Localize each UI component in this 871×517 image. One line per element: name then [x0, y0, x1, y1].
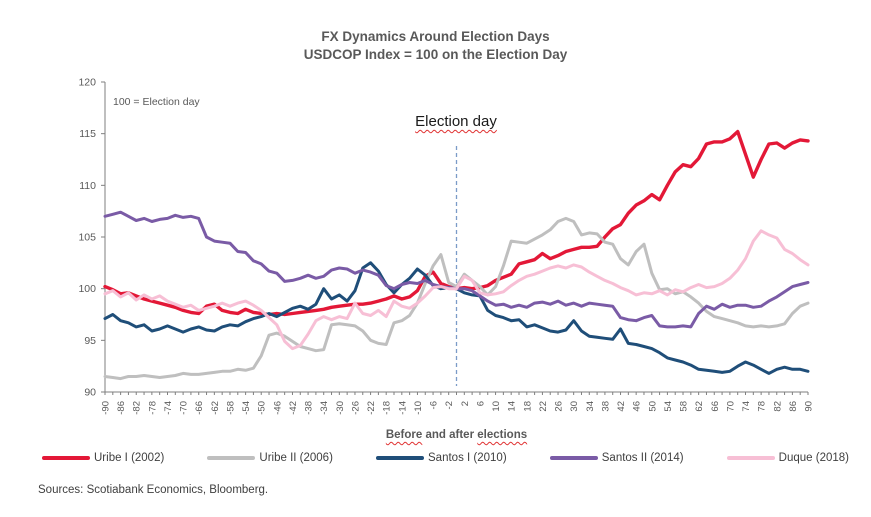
- x-tick-label: 26: [554, 401, 565, 412]
- x-tick-label: 10: [491, 401, 502, 412]
- y-tick-label: 95: [84, 335, 96, 347]
- legend-item-uribe-i-2002: Uribe I (2002): [42, 452, 164, 464]
- x-tick-label: -38: [304, 401, 315, 415]
- series-line-duque-2018: [103, 229, 810, 351]
- x-tick-label: -90: [101, 401, 112, 415]
- x-tick-label: -22: [366, 401, 377, 415]
- x-tick-label: 54: [663, 401, 674, 412]
- x-tick-label: 22: [538, 401, 549, 412]
- x-tick-label: 78: [757, 401, 768, 412]
- chart-title-line2: USDCOP Index = 100 on the Election Day: [303, 47, 568, 62]
- x-tick-label: 2: [460, 401, 471, 406]
- x-tick-label: 90: [804, 401, 815, 412]
- x-axis-title-word2: elections: [477, 429, 528, 441]
- x-axis-title-word1: Before: [385, 429, 423, 441]
- legend-label: Santos II (2014): [601, 452, 684, 464]
- x-tick-label: -18: [382, 401, 393, 415]
- x-tick-label: 38: [600, 401, 611, 412]
- legend: Uribe I (2002) Uribe II (2006) Santos I …: [42, 452, 849, 464]
- x-tick-label: -66: [194, 401, 205, 415]
- x-tick-label: 58: [679, 401, 690, 412]
- series-line-uribe-ii-2006: [103, 216, 810, 381]
- legend-swatch-santos-ii-2014: [549, 456, 598, 460]
- x-tick-label: -2: [444, 401, 455, 409]
- x-tick-label: 6: [475, 401, 486, 406]
- y-tick-label: 100: [78, 283, 96, 295]
- x-tick-label: -34: [319, 401, 330, 415]
- x-tick-label: -46: [272, 401, 283, 415]
- legend-item-santos-i-2010: Santos I (2010): [376, 452, 507, 464]
- x-tick-label: -74: [163, 401, 174, 415]
- x-tick-label: 70: [725, 401, 736, 412]
- x-tick-label: -50: [257, 401, 268, 415]
- legend-swatch-santos-i-2010: [376, 456, 425, 460]
- y-tick-label: 110: [79, 180, 96, 192]
- y-tick-label: 105: [78, 232, 96, 244]
- legend-item-duque-2018: Duque (2018): [726, 452, 849, 464]
- x-tick-label: 66: [710, 401, 721, 412]
- legend-item-uribe-ii-2006: Uribe II (2006): [207, 452, 333, 464]
- x-tick-label: -42: [288, 401, 299, 415]
- x-tick-label: -54: [241, 401, 252, 415]
- x-tick-label: -86: [116, 401, 127, 415]
- election-day-label: Election day: [386, 113, 526, 130]
- x-tick-label: 62: [694, 401, 705, 412]
- x-tick-label: -58: [225, 401, 236, 415]
- x-tick-label: 30: [569, 401, 580, 412]
- legend-swatch-uribe-ii-2006: [207, 456, 256, 460]
- chart-title-line1: FX Dynamics Around Election Days: [321, 29, 550, 44]
- y-tick-label: 115: [79, 128, 96, 140]
- x-tick-label: 42: [616, 401, 627, 412]
- y-tick-label: 90: [84, 387, 96, 399]
- legend-swatch-uribe-i-2002: [42, 456, 90, 460]
- x-tick-label: -14: [397, 401, 408, 415]
- x-tick-label: -10: [413, 401, 424, 415]
- index-note: 100 = Election day: [113, 96, 200, 108]
- x-tick-label: -82: [132, 401, 143, 415]
- y-tick-label: 120: [78, 77, 96, 89]
- x-tick-label: -62: [210, 401, 221, 415]
- legend-label: Santos I (2010): [428, 452, 507, 464]
- x-tick-label: 86: [788, 401, 799, 412]
- x-tick-label: 74: [741, 401, 752, 412]
- chart-title: FX Dynamics Around Election Days USDCOP …: [0, 28, 871, 64]
- x-tick-label: -26: [350, 401, 361, 415]
- x-tick-label: 14: [507, 401, 518, 412]
- sources-note: Sources: Scotiabank Economics, Bloomberg…: [38, 484, 269, 496]
- x-tick-label: 82: [772, 401, 783, 412]
- x-tick-label: -6: [429, 401, 440, 409]
- x-tick-label: 50: [647, 401, 658, 412]
- legend-label: Uribe I (2002): [94, 452, 165, 464]
- legend-item-santos-ii-2014: Santos II (2014): [549, 452, 684, 464]
- x-tick-label: 46: [632, 401, 643, 412]
- legend-swatch-duque-2018: [726, 456, 775, 460]
- legend-label: Duque (2018): [778, 452, 849, 464]
- x-tick-label: 34: [585, 401, 596, 412]
- x-tick-label: -70: [179, 401, 190, 415]
- x-axis-title: Before and after elections: [105, 429, 808, 441]
- legend-label: Uribe II (2006): [259, 452, 333, 464]
- x-tick-label: 18: [522, 401, 533, 412]
- x-tick-label: -30: [335, 401, 346, 415]
- election-day-label-text: Election day: [415, 113, 497, 130]
- x-tick-label: -78: [147, 401, 158, 415]
- x-axis-title-mid: and after: [422, 429, 478, 441]
